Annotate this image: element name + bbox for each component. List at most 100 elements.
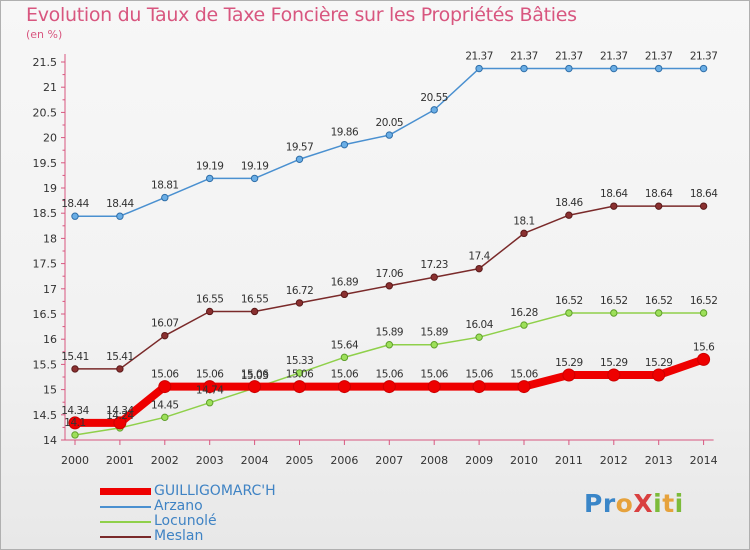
data-point-meslan	[610, 202, 618, 210]
chart-legend: GUILLIGOMARC'H Arzano Locunolé Meslan	[100, 484, 340, 544]
y-tick-label: 18.5	[33, 207, 58, 220]
data-point-locunole	[565, 309, 573, 317]
data-point-locunole	[475, 333, 483, 341]
data-label-arzano: 20.55	[420, 92, 448, 104]
x-tick-label: 2008	[420, 454, 448, 467]
data-point-arzano	[385, 131, 393, 139]
data-label-meslan: 18.64	[645, 188, 673, 200]
x-tick-label: 2012	[600, 454, 628, 467]
y-tick-label: 19.5	[33, 157, 58, 170]
data-label-arzano: 19.57	[286, 141, 314, 153]
data-point-guilligomarch	[248, 380, 262, 394]
data-point-arzano	[206, 174, 214, 183]
data-point-arzano	[71, 212, 79, 220]
y-tick-label: 14	[43, 434, 57, 447]
y-tick-label: 16.5	[33, 308, 58, 321]
data-label-locunole: 14.45	[151, 399, 179, 411]
legend-label-arzano: Arzano	[154, 498, 203, 514]
data-label-arzano: 18.44	[106, 198, 134, 210]
data-point-locunole	[699, 309, 708, 317]
data-point-guilligomarch	[203, 380, 217, 394]
data-label-locunole: 14.74	[196, 385, 224, 397]
data-label-arzano: 21.37	[690, 51, 718, 63]
data-label-guilligomarch: 15.06	[465, 369, 493, 381]
y-tick-label: 19	[43, 182, 57, 195]
y-tick-label: 20.5	[33, 106, 58, 119]
data-point-meslan	[565, 211, 573, 219]
data-point-meslan	[161, 331, 169, 340]
data-point-locunole	[655, 309, 663, 317]
x-tick-label: 2003	[196, 454, 224, 467]
data-label-arzano: 21.37	[510, 51, 538, 63]
data-point-guilligomarch	[607, 368, 621, 382]
data-point-guilligomarch	[382, 380, 396, 394]
data-label-meslan: 16.72	[286, 285, 314, 297]
legend-label-guilligomarch: GUILLIGOMARC'H	[154, 483, 276, 499]
chart-unit-label: (en %)	[26, 28, 63, 41]
data-point-locunole	[206, 399, 214, 407]
y-tick-label: 15	[43, 384, 57, 397]
data-label-guilligomarch: 15.06	[510, 369, 538, 381]
data-label-guilligomarch: 15.29	[645, 357, 673, 369]
data-point-arzano	[430, 106, 438, 114]
data-point-meslan	[520, 229, 528, 238]
y-tick-label: 15.5	[33, 358, 58, 371]
data-point-meslan	[250, 307, 259, 316]
data-label-meslan: 18.46	[555, 197, 583, 209]
data-label-arzano: 19.19	[241, 160, 269, 172]
legend-label-meslan: Meslan	[154, 528, 204, 544]
y-tick-label: 17.5	[33, 258, 58, 271]
data-label-meslan: 17.06	[376, 268, 404, 280]
data-point-arzano	[250, 174, 259, 183]
x-tick-label: 2006	[330, 454, 358, 467]
data-label-guilligomarch: 15.06	[376, 369, 404, 381]
data-point-locunole	[520, 321, 528, 329]
y-tick-label: 21.5	[33, 56, 58, 69]
data-point-guilligomarch	[158, 380, 172, 394]
data-point-meslan	[340, 290, 349, 299]
data-point-arzano	[655, 64, 663, 73]
legend-item-guilligomarch: GUILLIGOMARC'H	[100, 484, 340, 499]
legend-item-meslan: Meslan	[100, 529, 340, 544]
x-tick-label: 2007	[375, 454, 403, 467]
y-tick-label: 20	[43, 132, 57, 145]
data-point-arzano	[116, 212, 124, 220]
data-label-meslan: 18.64	[600, 188, 628, 200]
data-label-meslan: 18.64	[690, 188, 718, 200]
data-point-meslan	[475, 264, 483, 273]
x-tick-label: 2000	[61, 454, 89, 467]
data-label-locunole: 15.33	[286, 355, 314, 367]
data-label-locunole: 16.52	[690, 295, 718, 307]
data-label-arzano: 21.37	[645, 51, 673, 63]
data-label-meslan: 16.55	[241, 293, 269, 305]
data-label-arzano: 18.44	[61, 198, 89, 210]
chart-title: Evolution du Taux de Taxe Foncière sur l…	[26, 4, 577, 26]
data-point-arzano	[161, 193, 169, 202]
data-label-guilligomarch: 14.34	[61, 405, 89, 417]
x-tick-label: 2009	[465, 454, 493, 467]
data-point-arzano	[475, 64, 483, 73]
legend-swatch-locunole	[100, 521, 151, 523]
data-point-guilligomarch	[113, 416, 127, 430]
x-tick-label: 2011	[555, 454, 583, 467]
data-label-locunole: 14.24	[106, 410, 134, 422]
data-label-locunole: 16.04	[465, 319, 493, 331]
data-label-meslan: 17.4	[468, 251, 490, 263]
data-point-meslan	[699, 202, 708, 210]
data-point-arzano	[340, 140, 349, 149]
legend-item-arzano: Arzano	[100, 499, 340, 514]
data-label-meslan: 16.07	[151, 318, 179, 330]
legend-swatch-arzano	[100, 506, 151, 508]
data-point-arzano	[610, 64, 618, 73]
data-label-guilligomarch: 15.06	[196, 369, 224, 381]
data-point-meslan	[385, 282, 393, 290]
x-tick-label: 2001	[106, 454, 134, 467]
data-point-arzano	[699, 64, 708, 73]
data-label-locunole: 15.03	[241, 370, 269, 382]
data-point-locunole	[295, 369, 304, 377]
data-label-meslan: 16.89	[331, 276, 359, 288]
data-label-locunole: 16.52	[645, 295, 673, 307]
data-label-meslan: 18.1	[513, 215, 534, 227]
data-label-meslan: 15.41	[61, 351, 89, 363]
